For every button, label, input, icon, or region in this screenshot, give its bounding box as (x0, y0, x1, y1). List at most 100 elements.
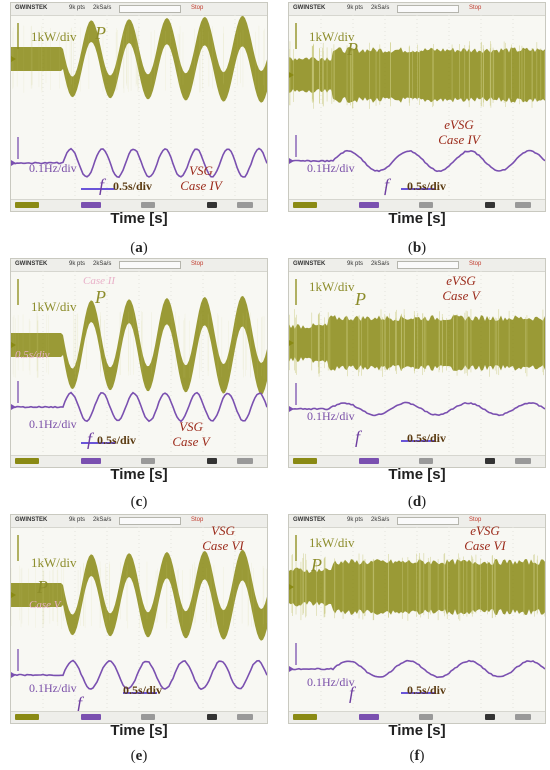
channel-chip (419, 202, 433, 208)
scope-brand: GWINSTEK (15, 261, 48, 267)
time-scale-label: 0.5s/div (407, 179, 447, 193)
oscilloscope-screen: GWINSTEK 9k pts 2kSa/s Stop Case V 1kW/d… (10, 514, 268, 724)
frequency-scale-label: 0.1Hz/div (29, 161, 77, 175)
waveform-plot (11, 527, 267, 713)
caption-close: ) (421, 494, 427, 510)
panel-caption: (b) (288, 240, 546, 257)
caption-letter: f (414, 748, 420, 764)
frequency-trace-label: f (349, 683, 355, 703)
channel-chip (141, 202, 155, 208)
channel2-marker (11, 404, 16, 410)
oscilloscope-screen: GWINSTEK 9k pts 2kSa/s Stop 1kW/div P 0.… (288, 2, 546, 212)
power-trace-label: P (311, 555, 322, 575)
caption-open: ( (130, 494, 136, 510)
caption-letter: c (135, 494, 143, 510)
sample-rate: 2kSa/s (371, 261, 390, 267)
acquisition-status: Stop (191, 5, 204, 11)
power-trace-label: P (37, 577, 48, 597)
channel-chip (359, 458, 379, 464)
record-length: 9k pts (69, 517, 86, 523)
time-axis-label: Time [s] (110, 466, 168, 483)
channel-chip (485, 202, 495, 208)
frequency-trace-label: f (355, 427, 361, 447)
trigger-position-bar (397, 5, 459, 13)
channel-chip (485, 458, 495, 464)
case-label: Case VI (464, 538, 506, 553)
panel-caption: (a) (10, 240, 268, 257)
channel-chip (419, 458, 433, 464)
frequency-waveform (289, 401, 545, 417)
caption-close: ) (142, 494, 148, 510)
waveform-plot (11, 15, 267, 201)
caption-open: ( (409, 748, 415, 764)
scope-status-bar: GWINSTEK 9k pts 2kSa/s Stop (289, 3, 545, 16)
scope-channel-bar (11, 199, 267, 211)
channel-chip (207, 202, 217, 208)
power-waveform (11, 295, 267, 395)
caption-close: ) (142, 748, 148, 764)
channel-chip (293, 714, 317, 720)
trigger-position-bar (119, 5, 181, 13)
scope-brand: GWINSTEK (15, 517, 48, 523)
channel1-marker (11, 56, 16, 62)
frequency-trace-label: f (77, 693, 83, 713)
case-label: Case IV (438, 132, 480, 147)
channel2-marker (11, 672, 16, 678)
channel-chip (293, 458, 317, 464)
case-label: Case VI (202, 538, 244, 553)
channel-chip (237, 714, 253, 720)
channel-chip (15, 714, 39, 720)
trigger-position-bar (119, 517, 181, 525)
caption-close: ) (421, 240, 427, 256)
frequency-waveform (289, 659, 545, 679)
case-annotation: eVSG Case IV (429, 117, 489, 147)
channel2-marker (289, 666, 294, 672)
channel-chip (81, 714, 101, 720)
channel-chip (207, 458, 217, 464)
channel-chip (237, 458, 253, 464)
case-label: Case V (442, 288, 480, 303)
power-waveform (11, 15, 267, 103)
power-scale-label: 1kW/div (31, 299, 77, 314)
acquisition-status: Stop (469, 517, 482, 523)
caption-close: ) (419, 748, 425, 764)
sample-rate: 2kSa/s (93, 517, 112, 523)
caption-open: ( (407, 494, 413, 510)
power-trace-label: P (355, 289, 366, 309)
frequency-trace-label: f (99, 175, 105, 195)
method-label: VSG (189, 163, 213, 178)
oscilloscope-screen: GWINSTEK 9k pts 2kSa/s Stop Case II 0.5s… (10, 258, 268, 468)
channel-chip (207, 714, 217, 720)
channel2-marker (289, 406, 294, 412)
panel-caption: (f) (288, 748, 546, 765)
caption-open: ( (130, 748, 136, 764)
frequency-scale-label: 0.1Hz/div (307, 161, 355, 175)
scope-brand: GWINSTEK (293, 517, 326, 523)
channel1-marker (289, 340, 294, 346)
frequency-scale-label: 0.1Hz/div (307, 409, 355, 423)
record-length: 9k pts (347, 517, 364, 523)
method-label: eVSG (470, 523, 500, 538)
scope-channel-bar (11, 455, 267, 467)
scope-channel-bar (289, 455, 545, 467)
waveform-plot (289, 527, 545, 713)
channel-chip (515, 714, 531, 720)
time-axis-label: Time [s] (110, 722, 168, 739)
case-label: Case V (172, 434, 210, 449)
frequency-trace-label: f (384, 175, 390, 195)
panel-c: GWINSTEK 9k pts 2kSa/s Stop Case II 0.5s… (10, 258, 268, 510)
power-scale-label: 1kW/div (31, 555, 77, 570)
frequency-waveform (11, 147, 267, 179)
case-annotation: VSG Case V (161, 419, 221, 449)
channel-chip (293, 202, 317, 208)
channel2-marker (289, 158, 294, 164)
acquisition-status: Stop (469, 261, 482, 267)
power-scale-label: 1kW/div (309, 279, 355, 294)
case-annotation: eVSG Case V (431, 273, 491, 303)
power-waveform (289, 315, 545, 371)
time-axis-label: Time [s] (388, 466, 446, 483)
scope-channel-bar (11, 711, 267, 723)
panel-caption: (d) (288, 494, 546, 511)
case-annotation: VSG Case VI (193, 523, 253, 553)
power-trace-label: P (347, 39, 358, 59)
